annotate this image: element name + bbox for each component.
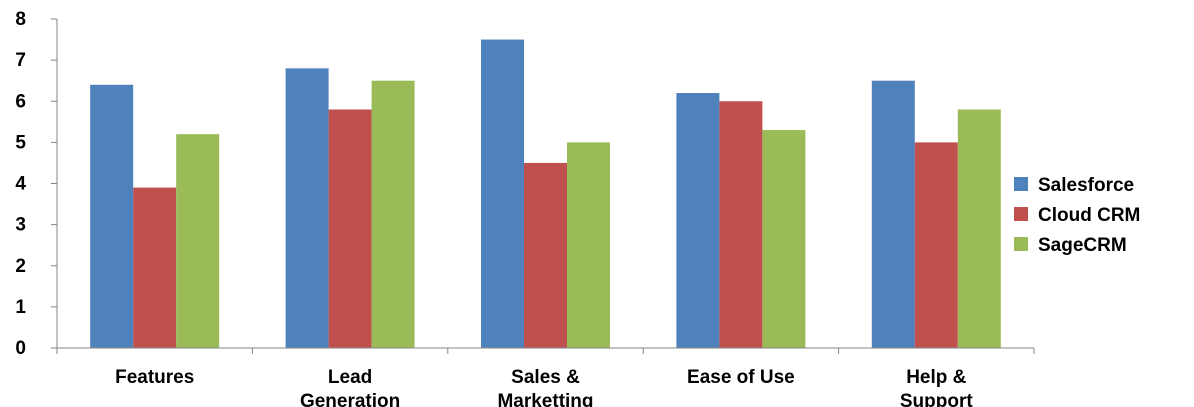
x-category-label: Sales & Marketting bbox=[497, 367, 593, 407]
x-category-label: Ease of Use bbox=[687, 367, 795, 388]
legend-swatch bbox=[1014, 177, 1028, 191]
y-tick-label: 6 bbox=[15, 91, 26, 112]
bar-sagecrm-2 bbox=[567, 142, 610, 348]
y-axis: 0 1 2 3 4 5 6 7 8 bbox=[15, 9, 58, 359]
x-category-label-line: Sales & bbox=[511, 367, 580, 388]
x-category-label-line: Lead bbox=[328, 367, 372, 388]
x-category-label: Help & Support bbox=[900, 367, 973, 407]
bar-cloud-crm-4 bbox=[914, 142, 958, 348]
bar-cloud-crm-3 bbox=[719, 101, 763, 348]
y-tick-label: 1 bbox=[15, 297, 26, 318]
y-tick-label: 3 bbox=[15, 215, 26, 236]
y-tick-label: 8 bbox=[15, 9, 26, 30]
bar-salesforce-0 bbox=[90, 84, 134, 349]
bar-sagecrm-4 bbox=[957, 109, 1001, 348]
x-category-label-line: Marketting bbox=[497, 391, 593, 407]
bar-cloud-crm-2 bbox=[524, 162, 567, 348]
bar-salesforce-2 bbox=[481, 39, 524, 348]
bars bbox=[90, 39, 1001, 349]
x-axis: Features Lead Generation Sales & Marketting E… bbox=[56, 347, 1035, 407]
x-category-label-line: Features bbox=[115, 367, 194, 388]
bar-cloud-crm-0 bbox=[133, 187, 177, 348]
y-tick-label: 2 bbox=[15, 256, 26, 277]
x-category-label: Lead Generation bbox=[300, 367, 400, 407]
y-tick-label: 4 bbox=[15, 174, 26, 195]
x-category-label-line: Generation bbox=[300, 391, 400, 407]
bar-sagecrm-0 bbox=[176, 134, 220, 348]
legend-label: Salesforce bbox=[1038, 175, 1134, 196]
y-tick-label: 0 bbox=[15, 338, 26, 359]
x-category-label-line: Help & bbox=[906, 367, 966, 388]
legend-swatch bbox=[1014, 207, 1028, 221]
y-tick-label: 5 bbox=[15, 132, 26, 153]
legend-label: SageCRM bbox=[1038, 235, 1127, 256]
x-category-label: Features bbox=[115, 367, 194, 388]
bar-sagecrm-1 bbox=[371, 80, 415, 348]
bar-salesforce-1 bbox=[285, 68, 329, 348]
legend-label: Cloud CRM bbox=[1038, 205, 1140, 226]
bar-sagecrm-3 bbox=[762, 130, 806, 348]
x-category-label-line: Support bbox=[900, 391, 973, 407]
legend: Salesforce Cloud CRM SageCRM bbox=[1014, 175, 1140, 256]
legend-swatch bbox=[1014, 237, 1028, 251]
bar-salesforce-3 bbox=[676, 93, 720, 349]
bar-salesforce-4 bbox=[871, 80, 915, 348]
x-category-label-line: Ease of Use bbox=[687, 367, 795, 388]
y-tick-label: 7 bbox=[15, 50, 26, 71]
bar-cloud-crm-1 bbox=[328, 109, 372, 348]
